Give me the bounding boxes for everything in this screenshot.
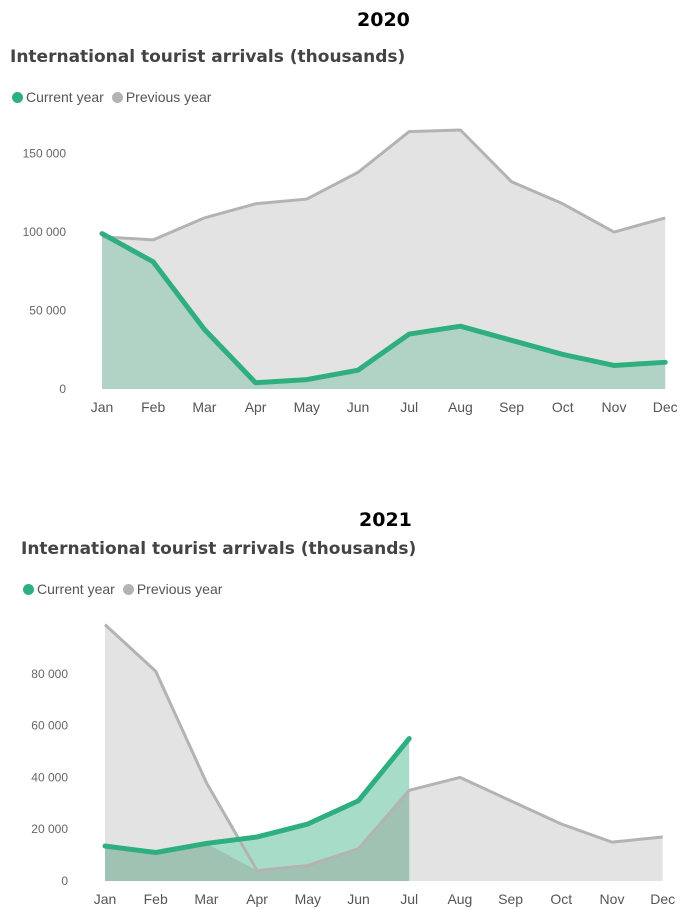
x-tick-label: Oct [552,399,574,415]
y-tick-label: 100 000 [23,225,67,239]
legend-swatch-previous-year [122,583,134,595]
chart-panel-2021: 2021 International tourist arrivals (tho… [0,500,686,909]
legend-label-current-year: Current year [37,581,115,597]
y-tick-label: 60 000 [31,719,68,733]
x-tick-label: Aug [447,891,472,907]
x-tick-label: Nov [600,891,625,907]
x-tick-label: Sep [499,399,524,415]
chart-year-label: 2021 [359,509,412,531]
legend-label-previous-year: Previous year [136,581,223,597]
x-tick-label: Jan [91,399,114,415]
y-tick-label: 50 000 [29,304,66,318]
y-tick-label: 0 [61,874,68,888]
chart-year-label: 2020 [357,9,410,31]
area-previous-year [105,624,663,881]
x-tick-label: May [294,399,320,415]
chart-legend: Current year Previous year [12,89,219,105]
legend-item-previous-year[interactable]: Previous year [111,89,212,105]
y-tick-label: 150 000 [23,147,67,161]
x-tick-label: Jul [400,891,418,907]
x-tick-label: Dec [650,891,675,907]
x-tick-label: Nov [602,399,627,415]
chart-panel-2020: 2020 International tourist arrivals (tho… [0,0,686,440]
legend-item-previous-year[interactable]: Previous year [122,581,223,597]
x-tick-label: Oct [550,891,572,907]
area-current-year [102,233,666,389]
legend-swatch-current-year [23,583,34,595]
legend-item-current-year[interactable]: Current year [23,581,115,597]
x-tick-label: May [295,891,321,907]
chart-legend: Current year Previous year [23,581,230,597]
line-previous-year [103,623,663,873]
x-tick-label: Dec [653,399,678,415]
y-tick-label: 80 000 [31,667,68,681]
legend-swatch-previous-year [111,91,123,103]
area-chart-2020: 0 50 000 100 000 150 000 Jan Feb Mar Apr May Jun J… [23,128,678,415]
x-tick-label: Sep [498,891,523,907]
x-tick-label: Apr [245,399,267,415]
y-tick-label: 20 000 [31,822,68,836]
chart-title: International tourist arrivals (thousand… [10,47,406,67]
legend-item-current-year[interactable]: Current year [12,89,104,105]
line-current-year [99,231,668,386]
x-tick-label: Jan [94,891,117,907]
line-previous-year [101,128,666,242]
x-tick-label: Apr [246,891,268,907]
chart-title: International tourist arrivals (thousand… [21,539,417,559]
y-tick-label: 40 000 [31,770,68,784]
x-tick-label: Jul [400,399,418,415]
legend-label-previous-year: Previous year [125,89,212,105]
line-current-year [102,736,412,856]
x-tick-label: Jun [347,399,370,415]
y-tick-label: 0 [59,382,66,396]
x-tick-label: Feb [144,891,168,907]
x-tick-label: Mar [194,891,218,907]
x-tick-label: Mar [192,399,216,415]
legend-label-current-year: Current year [26,89,104,105]
area-previous-year [102,130,666,389]
x-tick-label: Jun [347,891,370,907]
area-current-year [105,738,410,881]
legend-swatch-current-year [12,91,23,103]
area-chart-2021: 0 20 000 40 000 60 000 80 000 Jan Feb Mar Apr May… [31,623,675,907]
x-tick-label: Feb [141,399,165,415]
x-tick-label: Aug [448,399,473,415]
